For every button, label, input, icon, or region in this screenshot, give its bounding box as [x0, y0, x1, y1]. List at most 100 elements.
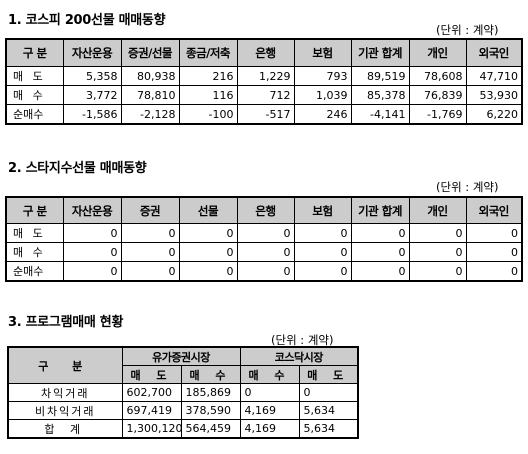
header-cell: 외국인 — [465, 38, 523, 67]
row-label: 차익거래 — [7, 383, 123, 402]
table-cell: 712 — [236, 85, 295, 105]
table-cell: 0 — [293, 242, 352, 262]
table-cell: -100 — [178, 104, 238, 125]
table-cell: 0 — [239, 383, 300, 402]
table-row: 매 도 0 0 0 0 0 0 0 0 — [5, 223, 523, 243]
table-cell: 1,039 — [293, 85, 352, 105]
table-cell: 5,634 — [298, 401, 359, 420]
program-trading-table: 구 분 유가증권시장 코스닥시장 매 도 매 수 매 수 매 도 차익거래 60… — [7, 346, 360, 439]
table-row: 매 도 5,358 80,938 216 1,229 793 89,519 78… — [5, 66, 523, 86]
table-cell: 0 — [293, 261, 352, 282]
table-row: 합 계 1,300,120 564,459 4,169 5,634 — [7, 419, 359, 439]
table-cell: 0 — [62, 261, 122, 282]
table-cell: 246 — [293, 104, 352, 125]
header-cell: 은행 — [236, 196, 295, 224]
header-cell: 기관 합계 — [350, 38, 410, 67]
table-cell: 0 — [350, 242, 410, 262]
header-cell: 매 수 — [239, 365, 300, 384]
table-row: 비차익거래 697,419 378,590 4,169 5,634 — [7, 401, 359, 420]
table-cell: 5,358 — [62, 66, 122, 86]
row-label: 매 도 — [5, 66, 64, 86]
table-header-row: 구 분 자산운용 증권/선물 종금/저축 은행 보험 기관 합계 개인 외국인 — [5, 38, 523, 67]
header-group-securities: 유가증권시장 — [121, 346, 241, 366]
table-header-row: 구 분 유가증권시장 코스닥시장 — [7, 346, 359, 384]
header-cell: 개인 — [408, 196, 467, 224]
table-cell: -1,769 — [408, 104, 467, 125]
table-cell: 0 — [350, 261, 410, 282]
star-index-futures-table: 구 분 자산운용 증권 선물 은행 보험 기관 합계 개인 외국인 매 도 0 … — [5, 196, 523, 282]
table-cell: 89,519 — [350, 66, 410, 86]
header-cell: 매 수 — [180, 365, 241, 384]
table-cell: 697,419 — [121, 401, 182, 420]
header-cell: 개인 — [408, 38, 467, 67]
table-cell: 0 — [465, 223, 523, 243]
table-cell: 185,869 — [180, 383, 241, 402]
table-cell: 1,300,120 — [121, 419, 182, 439]
header-cell: 매 도 — [121, 365, 182, 384]
header-cell: 보험 — [293, 38, 352, 67]
section1-title: 1. 코스피 200선물 매매동향 — [8, 13, 166, 28]
table-cell: 0 — [178, 261, 238, 282]
table-row: 매 수 3,772 78,810 116 712 1,039 85,378 76… — [5, 85, 523, 105]
section2-unit: (단위 : 계약) — [436, 180, 499, 194]
row-label: 합 계 — [7, 419, 123, 439]
table-cell: 0 — [236, 242, 295, 262]
table-cell: 5,634 — [298, 419, 359, 439]
section1-unit: (단위 : 계약) — [436, 23, 499, 37]
table-cell: 80,938 — [120, 66, 180, 86]
table-cell: 116 — [178, 85, 238, 105]
table-cell: 1,229 — [236, 66, 295, 86]
table-cell: 76,839 — [408, 85, 467, 105]
header-cell: 증권 — [120, 196, 180, 224]
table-cell: 378,590 — [180, 401, 241, 420]
row-label: 순매수 — [5, 104, 64, 125]
table-cell: 6,220 — [465, 104, 523, 125]
table-cell: -517 — [236, 104, 295, 125]
header-cell: 구 분 — [7, 346, 123, 384]
header-cell: 은행 — [236, 38, 295, 67]
table-cell: 0 — [465, 261, 523, 282]
table-cell: 0 — [120, 242, 180, 262]
table-subheader-row: 매 도 매 수 매 수 매 도 — [8, 365, 359, 384]
header-group-kosdaq: 코스닥시장 — [239, 346, 359, 366]
header-cell: 종금/저축 — [178, 38, 238, 67]
table-cell: 0 — [62, 242, 122, 262]
table-cell: 0 — [120, 223, 180, 243]
header-cell: 외국인 — [465, 196, 523, 224]
table-cell: -4,141 — [350, 104, 410, 125]
row-label: 매 도 — [5, 223, 64, 243]
table-cell: 0 — [293, 223, 352, 243]
table-row: 매 수 0 0 0 0 0 0 0 0 — [5, 242, 523, 262]
table-cell: 0 — [408, 223, 467, 243]
table-cell: -1,586 — [62, 104, 122, 125]
kospi200-futures-table: 구 분 자산운용 증권/선물 종금/저축 은행 보험 기관 합계 개인 외국인 … — [5, 38, 523, 125]
row-label: 비차익거래 — [7, 401, 123, 420]
header-cell: 구 분 — [5, 196, 64, 224]
section2-title: 2. 스타지수선물 매매동향 — [8, 161, 147, 176]
table-cell: 4,169 — [239, 401, 300, 420]
table-cell: 216 — [178, 66, 238, 86]
header-cell: 자산운용 — [62, 38, 122, 67]
table-cell: 0 — [62, 223, 122, 243]
table-cell: 85,378 — [350, 85, 410, 105]
header-cell: 기관 합계 — [350, 196, 410, 224]
table-cell: 0 — [236, 223, 295, 243]
table-cell: 564,459 — [180, 419, 241, 439]
header-cell: 보험 — [293, 196, 352, 224]
row-label: 순매수 — [5, 261, 64, 282]
table-cell: 0 — [236, 261, 295, 282]
row-label: 매 수 — [5, 242, 64, 262]
table-cell: 47,710 — [465, 66, 523, 86]
table-row: 순매수 -1,586 -2,128 -100 -517 246 -4,141 -… — [5, 104, 523, 125]
header-cell: 증권/선물 — [120, 38, 180, 67]
row-label: 매 수 — [5, 85, 64, 105]
table-cell: 53,930 — [465, 85, 523, 105]
table-cell: 0 — [178, 223, 238, 243]
table-cell: 78,608 — [408, 66, 467, 86]
table-cell: 0 — [178, 242, 238, 262]
table-cell: 0 — [350, 223, 410, 243]
table-cell: 0 — [120, 261, 180, 282]
section3-title: 3. 프로그램매매 현황 — [8, 315, 124, 330]
table-cell: 0 — [465, 242, 523, 262]
table-header-row: 구 분 자산운용 증권 선물 은행 보험 기관 합계 개인 외국인 — [5, 196, 523, 224]
